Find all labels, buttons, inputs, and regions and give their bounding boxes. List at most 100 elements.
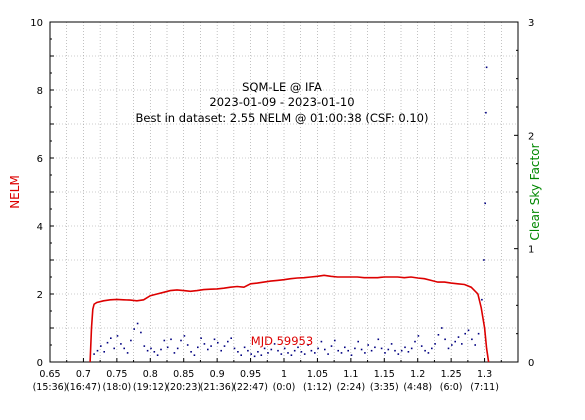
nelm-series-line: [89, 274, 490, 363]
csf-point: [424, 349, 426, 352]
csf-point: [481, 298, 483, 301]
csf-point: [176, 347, 179, 350]
csf-point: [364, 352, 366, 354]
csf-point: [180, 339, 182, 342]
csf-point: [420, 345, 423, 347]
csf-point: [253, 355, 256, 358]
x-tick-label: 0.95: [240, 369, 261, 380]
csf-point: [461, 343, 463, 345]
right-axis: 0 1 2 3: [514, 18, 534, 369]
left-axis: 0 2 4 6 8 10: [30, 18, 54, 369]
csf-point: [447, 347, 450, 350]
csf-point: [140, 331, 142, 334]
x-tick-label: 1.15: [374, 369, 395, 380]
csf-point: [290, 354, 293, 356]
left-tick-label: 0: [37, 358, 43, 369]
csf-point: [334, 339, 336, 342]
chart-date-range: 2023-01-09 - 2023-01-10: [209, 95, 354, 109]
csf-point: [467, 329, 470, 332]
csf-point: [273, 343, 276, 345]
csf-point: [260, 354, 263, 356]
csf-point: [280, 353, 283, 355]
csf-point: [360, 348, 363, 351]
csf-point: [170, 338, 172, 341]
x-tick-time-label: (3:35): [370, 382, 399, 393]
x-tick-time-label: (18:0): [102, 382, 131, 393]
csf-point: [217, 341, 219, 344]
x-tick-label: 1.1: [343, 369, 358, 380]
x-axis: 0.65 (15:36) 0.7 (16:47) 0.75 (18:0) 0.8 (19:12…: [33, 358, 519, 393]
csf-point: [237, 351, 239, 353]
csf-point: [427, 352, 430, 354]
csf-point: [404, 346, 406, 349]
csf-point: [283, 347, 286, 350]
csf-point: [133, 328, 135, 330]
csf-point: [485, 66, 488, 69]
csf-point: [213, 338, 216, 341]
csf-point: [327, 353, 329, 355]
csf-point: [247, 349, 249, 352]
csf-point: [110, 337, 112, 339]
csf-point: [314, 352, 316, 354]
left-tick-label: 4: [37, 222, 43, 233]
csf-point: [160, 348, 162, 351]
csf-point: [380, 347, 383, 350]
mjd-annotation: MJD 59953: [251, 334, 313, 348]
csf-point: [337, 349, 339, 352]
x-tick-label: 1.25: [441, 369, 462, 380]
csf-point: [240, 354, 242, 356]
csf-point: [150, 347, 152, 350]
csf-point: [116, 335, 119, 337]
csf-point: [384, 352, 386, 354]
csf-point: [230, 337, 232, 339]
csf-point: [243, 346, 246, 349]
csf-point: [300, 351, 303, 353]
x-tick-label: 1: [281, 369, 287, 380]
x-tick-time-label: (20:23): [166, 382, 201, 393]
right-tick-label: 3: [528, 18, 534, 29]
csf-point: [146, 349, 149, 352]
csf-point: [377, 338, 380, 341]
csf-point: [350, 354, 353, 356]
clear-sky-factor-series: [93, 66, 488, 358]
csf-point: [400, 349, 403, 352]
csf-point: [200, 337, 202, 339]
csf-point: [397, 353, 400, 355]
csf-point: [437, 334, 440, 336]
csf-point: [227, 340, 229, 343]
x-tick-label: 0.75: [106, 369, 127, 380]
left-tick-label: 8: [37, 86, 43, 97]
csf-point: [340, 352, 343, 354]
csf-point: [210, 345, 212, 347]
csf-point: [293, 349, 296, 352]
csf-point: [130, 339, 132, 342]
csf-point: [277, 349, 279, 352]
right-tick-label: 2: [528, 131, 534, 142]
csf-point: [407, 351, 410, 353]
csf-point: [287, 352, 289, 354]
x-tick-label: 0.8: [143, 369, 158, 380]
x-tick-label: 0.85: [173, 369, 194, 380]
csf-point: [390, 343, 393, 345]
csf-point: [96, 349, 99, 352]
csf-point: [267, 352, 269, 354]
csf-point: [93, 353, 95, 355]
csf-point: [410, 347, 413, 350]
csf-point: [444, 338, 446, 341]
csf-point: [434, 343, 436, 345]
csf-point: [183, 335, 186, 337]
csf-point: [106, 341, 109, 344]
csf-point: [457, 336, 460, 338]
chart-title: SQM-LE @ IFA: [242, 80, 322, 94]
csf-point: [100, 345, 102, 347]
csf-point: [344, 346, 346, 349]
csf-point: [207, 348, 209, 351]
csf-point: [387, 348, 390, 351]
csf-point: [357, 340, 359, 343]
csf-point: [477, 332, 480, 335]
left-tick-label: 10: [30, 18, 43, 29]
csf-point: [223, 345, 226, 347]
csf-point: [471, 338, 473, 341]
csf-point: [126, 352, 129, 354]
